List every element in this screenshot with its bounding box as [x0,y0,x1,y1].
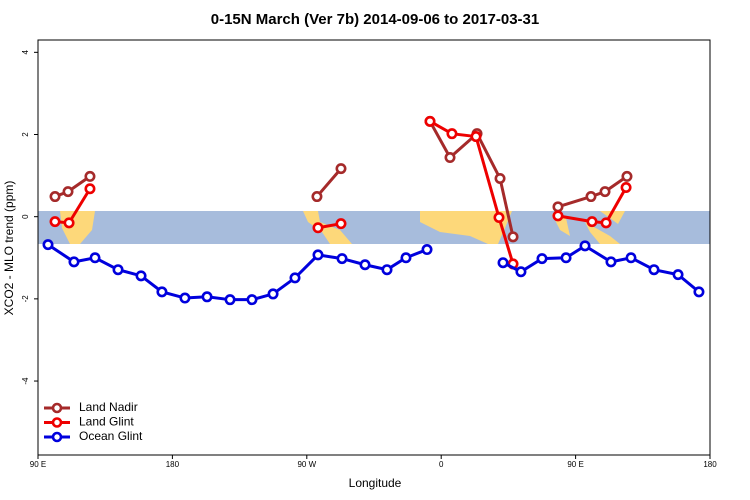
point [444,152,456,164]
point [585,191,597,203]
point [246,294,258,306]
point [224,294,236,306]
point [600,217,612,229]
point [381,264,393,276]
point [446,128,458,140]
legend-marker [51,417,63,428]
plot-frame [37,39,711,456]
point [507,231,519,243]
point [84,170,96,182]
point [289,272,301,284]
point [135,270,147,282]
point [267,288,279,300]
y-tick-label: -2 [21,295,30,303]
legend-label: Land Glint [79,415,134,429]
point [560,252,572,264]
point [599,186,611,198]
point [672,269,684,281]
point [68,256,80,268]
point [312,249,324,261]
point [400,252,412,264]
point [63,217,75,229]
point [89,252,101,264]
point [493,212,505,224]
x-tick-label: 90 E [567,460,583,469]
point [497,257,509,269]
point [335,218,347,230]
legend-marker [51,431,63,443]
point [112,264,124,276]
y-tick-label: 4 [21,50,30,55]
legend-label: Ocean Glint [79,429,143,443]
point [470,131,482,143]
point [336,253,348,265]
x-tick-label: 180 [166,460,180,469]
x-axis-label: Longitude [349,476,402,490]
y-tick-label: 2 [21,132,30,137]
legend-label: Land Nadir [79,400,138,414]
point [201,291,213,303]
x-tick-label: 180 [703,460,717,469]
point [693,286,705,298]
point [648,264,660,276]
point [359,259,371,271]
point [421,244,433,256]
point [42,239,54,251]
point [312,222,324,234]
point [335,163,347,175]
point [552,210,564,222]
point [62,186,74,198]
point [586,216,598,228]
y-tick-label: -4 [21,377,30,385]
point [625,252,637,264]
point [605,256,617,268]
x-tick-label: 90 E [30,460,46,469]
x-tick-label: 90 W [297,460,316,469]
chart-title: 0-15N March (Ver 7b) 2014-09-06 to 2017-… [211,11,540,28]
land [420,211,512,244]
point [494,172,506,184]
point [84,183,96,195]
point [579,240,591,252]
x-tick-label: 0 [439,460,444,469]
map-strip [38,211,710,244]
y-tick-label: 0 [21,214,30,219]
y-axis-label: XCO2 - MLO trend (ppm) [2,181,16,316]
point [49,216,61,228]
point [620,182,632,194]
point [552,201,564,213]
point [515,266,527,278]
legend-marker [51,402,63,414]
point [311,191,323,203]
land [552,211,625,244]
point [621,170,633,182]
series-line [47,243,700,302]
point [49,191,61,203]
point [536,253,548,265]
point [424,115,436,127]
point [156,286,168,298]
point [179,292,191,304]
